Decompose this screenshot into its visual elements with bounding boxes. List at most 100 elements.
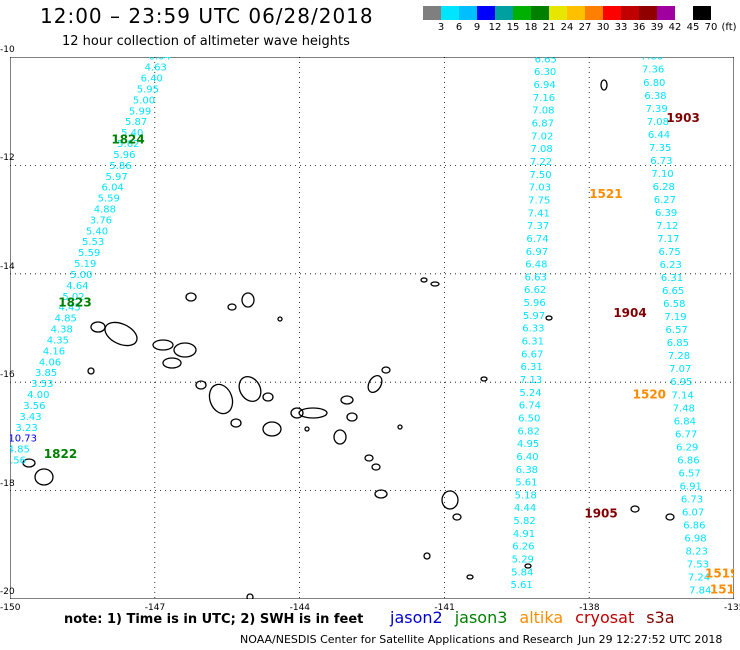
wave-height-value: 5.61	[515, 478, 537, 489]
wave-height-value: 4.06	[39, 357, 61, 368]
colorbar-swatch	[603, 6, 621, 20]
wave-height-value: 6.07	[682, 507, 704, 518]
wave-height-value: 5.00	[133, 95, 155, 106]
colorbar-label: 21	[542, 22, 556, 33]
credit-text: NOAA/NESDIS Center for Satellite Applica…	[240, 633, 574, 646]
wave-height-value: 4.45	[58, 303, 80, 314]
island	[230, 418, 242, 428]
wave-height-value: 6.31	[521, 362, 543, 373]
colorbar-swatch	[693, 6, 711, 20]
island	[298, 407, 328, 419]
wave-height-value: 6.48	[525, 260, 547, 271]
island	[346, 412, 358, 422]
legend-item-cryosat: cryosat	[575, 608, 635, 627]
wave-height-value: 6.84	[674, 416, 696, 427]
wave-height-value: 7.22	[530, 157, 552, 168]
wave-height-value: 6.57	[678, 468, 700, 479]
island	[420, 277, 428, 283]
wave-height-value: 7.37	[527, 221, 549, 232]
wave-height-value: 6.31	[661, 273, 683, 284]
map-title: 12:00 – 23:59 UTC 06/28/2018	[40, 4, 374, 28]
wave-height-value: 4.64	[66, 281, 88, 292]
colorbar-label: 24	[560, 22, 574, 33]
wave-height-value: 6.98	[684, 533, 706, 544]
wave-height-value: 6.04	[148, 57, 170, 63]
wave-height-value: 4.95	[517, 439, 539, 450]
colorbar-label: 30	[596, 22, 610, 33]
y-tick-label: -20	[0, 587, 15, 597]
island	[367, 374, 383, 394]
wave-height-value: 3.23	[15, 423, 37, 434]
y-tick-label: -12	[0, 153, 15, 164]
wave-height-value: 5.96	[113, 150, 135, 161]
wave-height-value: 5.87	[125, 117, 147, 128]
pass-time-label: 1519	[705, 566, 734, 580]
wave-height-value: 5.53	[82, 237, 104, 248]
wave-height-value: 7.13	[520, 375, 542, 386]
wave-height-value: 7.24	[688, 573, 710, 584]
island	[290, 407, 304, 419]
wave-height-value: 6.95	[670, 377, 692, 388]
island	[34, 468, 54, 486]
wave-height-value: 6.50	[518, 413, 540, 424]
island	[162, 357, 182, 369]
colorbar-label: 12	[488, 22, 502, 33]
colorbar-label: 45	[686, 22, 700, 33]
wave-height-value: 6.97	[526, 247, 548, 258]
island	[374, 489, 388, 499]
wave-height-value: 7.48	[673, 403, 695, 414]
island	[277, 316, 283, 322]
wave-height-value: 6.04	[102, 183, 124, 194]
wave-height-value: 6.40	[141, 74, 163, 85]
x-tick-label: -150	[0, 603, 21, 613]
wave-height-value: 7.28	[668, 351, 690, 362]
wave-height-value: 6.85	[667, 338, 689, 349]
colorbar-swatch	[495, 6, 513, 20]
wave-height-value: 5.61	[510, 580, 532, 591]
wave-height-value: 6.77	[675, 429, 697, 440]
island	[304, 426, 310, 432]
y-tick-label: -18	[0, 478, 15, 489]
wave-height-value: 6.65	[535, 57, 557, 65]
wave-height-value: 4.85	[55, 314, 77, 325]
island	[104, 321, 138, 347]
y-tick-label: -14	[0, 261, 15, 272]
wave-height-value: 10.73	[10, 434, 37, 445]
y-tick-label: -10	[0, 45, 15, 55]
pass-time-label: 1824	[111, 133, 144, 147]
pass-time-labels: 1824 1823 1822 1902 1903 1904 1905 1521 1520 1519…	[44, 57, 734, 597]
wave-height-value: 6.23	[660, 260, 682, 271]
wave-height-value: 6.67	[521, 349, 543, 360]
island	[371, 463, 381, 471]
wave-height-value: 6.73	[681, 494, 703, 505]
wave-height-value: 7.03	[529, 183, 551, 194]
satellite-legend: jason2 jason3 altika cryosat s3a	[390, 608, 687, 627]
wave-height-value: 6.73	[650, 156, 672, 167]
wave-height-value: 5.82	[513, 516, 535, 527]
colorbar-label: 42	[668, 22, 682, 33]
colorbar-label: 36	[632, 22, 646, 33]
island	[90, 321, 106, 333]
altimeter-tracks: 6.044.636.405.955.005.995.875.405.625.96…	[10, 57, 711, 597]
wave-height-value: 4.00	[27, 390, 49, 401]
pass-time-label: 1905	[584, 507, 617, 521]
wave-height-value: 4.85	[10, 445, 30, 456]
wave-height-value: 6.39	[655, 208, 677, 219]
island	[87, 367, 95, 375]
x-tick-label: -138	[579, 603, 600, 613]
island	[466, 574, 474, 580]
wave-height-value: 5.24	[519, 388, 541, 399]
colorbar-swatch	[477, 6, 495, 20]
wave-height-value: 7.07	[669, 364, 691, 375]
wave-height-value: 6.58	[663, 299, 685, 310]
wave-height-value: 5.86	[109, 161, 131, 172]
colorbar-label: 18	[524, 22, 538, 33]
wave-height-value: 3.76	[90, 215, 112, 226]
wave-height-value: 5.19	[74, 259, 96, 270]
wave-height-value: 6.38	[644, 91, 666, 102]
wave-height-value: 6.75	[658, 247, 680, 258]
wave-height-value: 6.74	[519, 401, 541, 412]
wave-height-value: 7.35	[649, 143, 671, 154]
wave-height-value: 6.94	[533, 80, 555, 91]
wave-height-value: 7.12	[656, 221, 678, 232]
